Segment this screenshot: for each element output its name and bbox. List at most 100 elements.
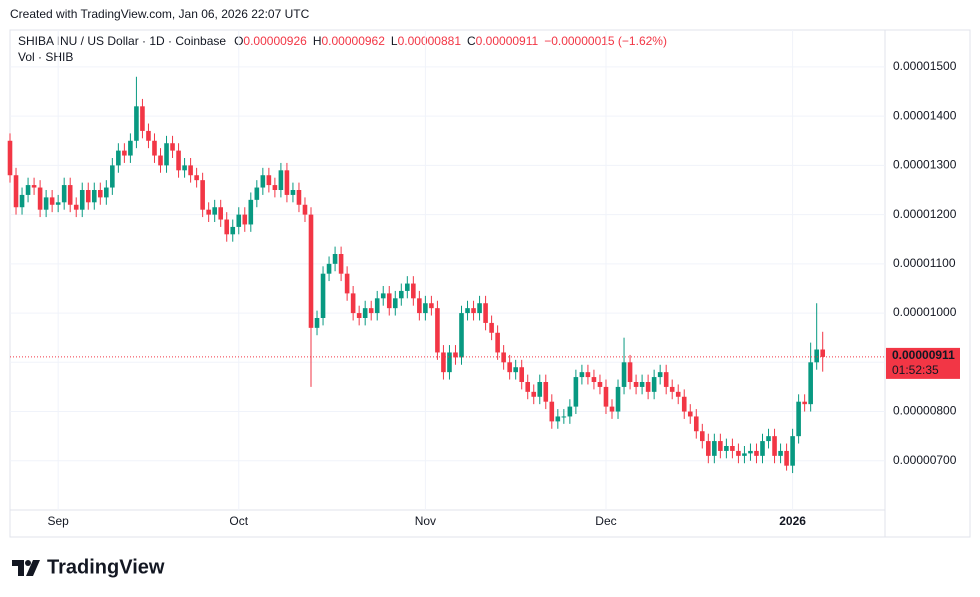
candle-body: [79, 190, 85, 210]
candle-body: [242, 214, 248, 225]
candle-body: [61, 185, 67, 203]
candle-body: [25, 185, 31, 195]
y-tick-label: 0.00001000: [893, 305, 957, 319]
candle-body: [639, 382, 645, 387]
candle-body: [573, 377, 579, 407]
candle-body: [453, 352, 458, 358]
candle-body: [116, 150, 121, 166]
ohlc-value: 0.00000962: [322, 34, 386, 48]
candle-body: [669, 386, 675, 392]
candle-body: [236, 214, 242, 227]
candle-body: [399, 290, 404, 299]
candle-body: [525, 382, 531, 392]
y-tick-label: 0.00001100: [893, 256, 956, 270]
candle-body: [37, 187, 43, 210]
y-tick-label: 0.00000800: [893, 404, 957, 418]
candle-body: [314, 318, 320, 328]
candle-body: [218, 207, 223, 220]
ohlc-key: C: [467, 34, 476, 48]
candle-body: [489, 322, 494, 333]
candle-body: [579, 372, 585, 378]
candle-body: [724, 446, 729, 451]
candle-body: [435, 308, 440, 353]
candle-body: [790, 436, 795, 466]
candle-body: [320, 273, 326, 318]
candle-body: [19, 194, 25, 208]
candle-body: [459, 313, 464, 358]
candle-body: [814, 349, 819, 363]
x-tick-label: Dec: [595, 514, 616, 528]
candle-body: [350, 293, 356, 314]
candle-body: [224, 219, 230, 235]
candle-body: [471, 308, 476, 314]
candle-body: [700, 431, 705, 442]
candle-body: [778, 450, 783, 456]
candle-body: [13, 175, 19, 208]
candle-body: [706, 441, 711, 456]
candle-body: [477, 303, 482, 314]
candle-body: [110, 165, 115, 188]
candle-body: [260, 175, 266, 188]
candle-body: [561, 416, 567, 418]
candle-body: [254, 187, 260, 200]
candle-body: [627, 362, 633, 382]
candle-body: [368, 308, 374, 314]
candle-body: [687, 411, 693, 417]
candle-body: [447, 352, 452, 373]
candle-body: [760, 441, 765, 456]
candle-body: [537, 382, 543, 397]
candle-body: [513, 367, 518, 373]
candle-body: [338, 254, 344, 274]
candle-body: [796, 401, 801, 437]
candle-body: [657, 372, 663, 378]
candle-body: [820, 349, 825, 357]
candle-body: [663, 372, 669, 387]
ohlc-value: 0.00000911: [476, 34, 539, 48]
last-price-box: [886, 347, 960, 379]
candle-body: [158, 155, 163, 166]
candle-body: [633, 382, 639, 387]
volume-label: Vol · SHIB: [18, 50, 73, 64]
logo-mark: [26, 560, 40, 576]
candle-body: [784, 450, 789, 466]
candle-body: [531, 391, 537, 397]
legend-line: SHIBA INU / US Dollar · 1D · Coinbase O0.…: [18, 34, 667, 48]
candle-body: [386, 293, 392, 309]
candle-body: [128, 140, 133, 156]
candle-body: [555, 416, 561, 422]
candle-body: [483, 303, 488, 323]
candle-body: [43, 197, 49, 210]
candle-body: [284, 170, 290, 195]
candle-body: [772, 436, 777, 456]
candle-body: [98, 190, 103, 198]
x-tick-label: Oct: [229, 514, 248, 528]
y-tick-label: 0.00001500: [893, 59, 957, 73]
y-tick-label: 0.00000700: [893, 453, 957, 467]
candle-body: [597, 382, 603, 387]
candle-body: [200, 180, 205, 210]
candle-body: [91, 190, 97, 203]
ohlc-value: 0.00000926: [243, 34, 307, 48]
candle-body: [615, 386, 621, 412]
candle-body: [766, 436, 771, 442]
candle-body: [194, 175, 199, 181]
candle-body: [49, 197, 55, 205]
candle-body: [356, 313, 362, 318]
ohlc-value: 0.00000881: [398, 34, 462, 48]
last-price-label: 0.00000911: [892, 348, 955, 362]
candle-body: [712, 441, 717, 456]
plot-area: [7, 30, 885, 510]
candle-body: [296, 190, 302, 205]
candle-body: [429, 303, 434, 309]
x-tick-label: 2026: [779, 514, 806, 528]
candle-body: [266, 175, 272, 186]
candle-body: [603, 386, 609, 407]
candle-body: [736, 450, 741, 456]
candle-body: [543, 382, 549, 402]
candle-body: [645, 382, 651, 392]
candle-body: [344, 273, 350, 294]
candle-body: [730, 446, 735, 451]
candle-body: [332, 254, 338, 264]
candle-body: [718, 441, 723, 451]
